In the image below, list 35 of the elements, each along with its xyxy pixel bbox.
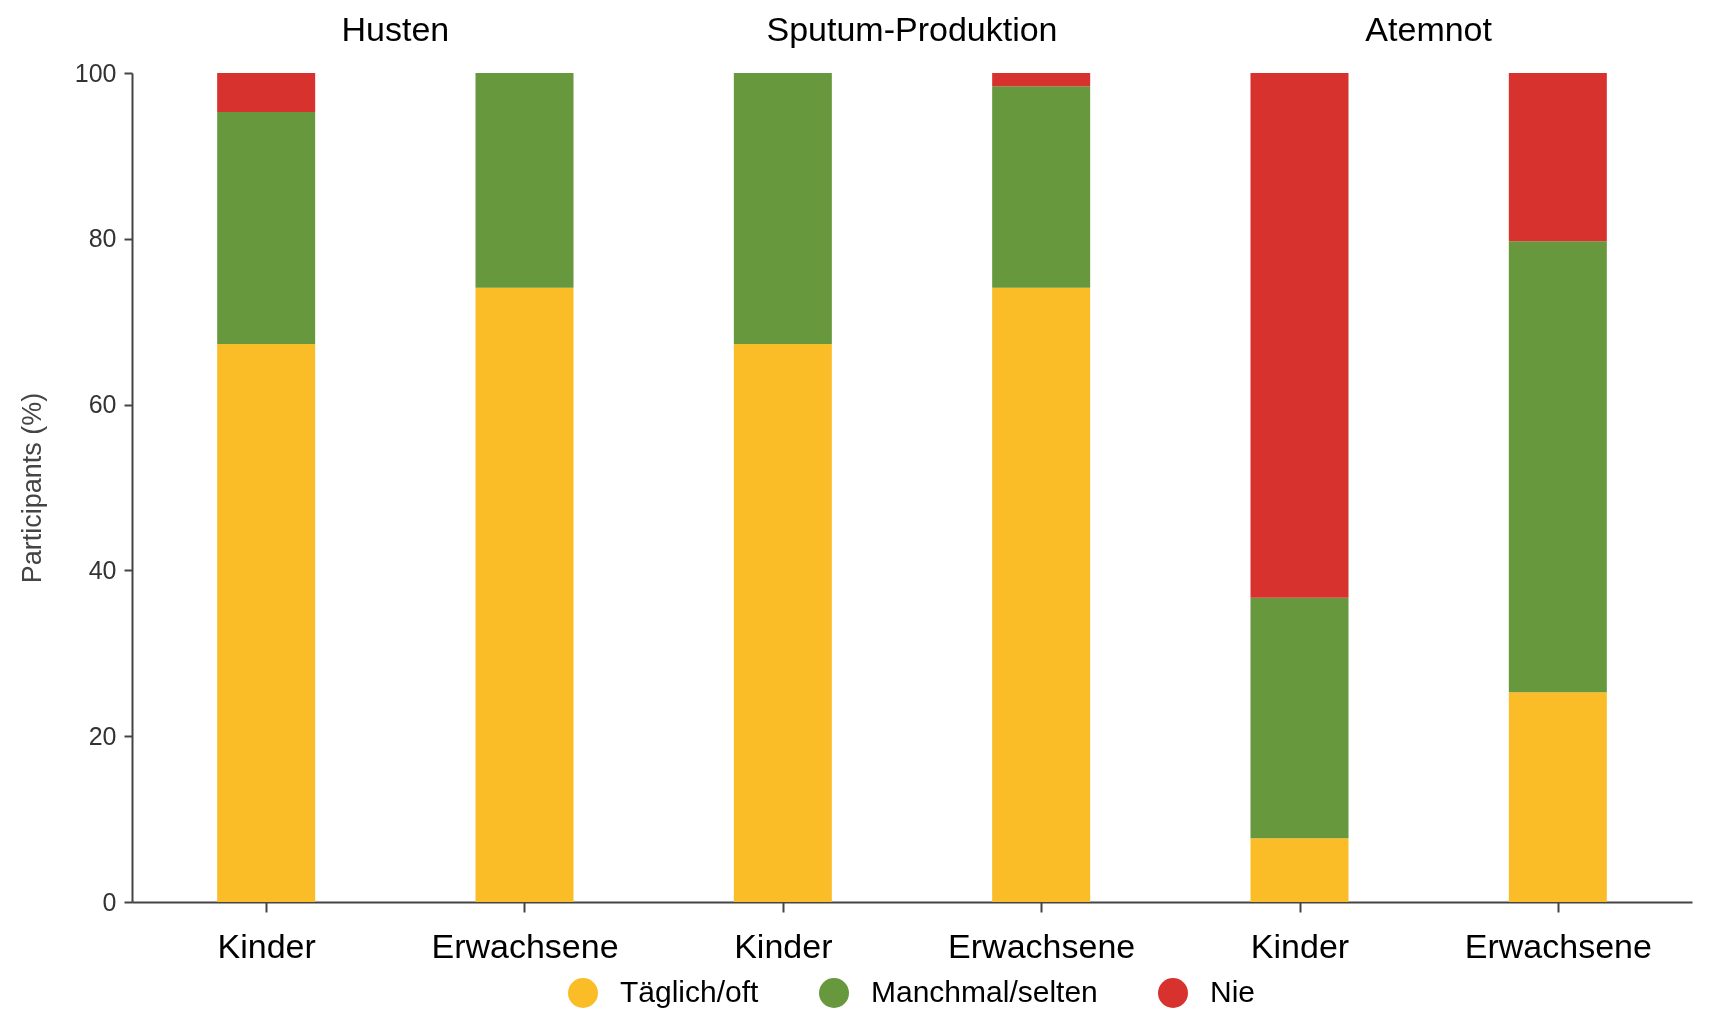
bar	[1508, 692, 1607, 902]
bar	[217, 73, 316, 112]
bar	[217, 344, 316, 902]
bar	[217, 111, 316, 345]
x-tick-label: Kinder	[734, 926, 833, 965]
y-tick-label: 100	[74, 58, 117, 87]
bar	[1250, 73, 1349, 598]
text: Husten	[341, 10, 450, 48]
y-tick-label: 20	[88, 721, 117, 750]
y-tick-label: 40	[88, 555, 117, 584]
bar	[475, 287, 574, 902]
legend-label: Nie	[1210, 975, 1256, 1008]
text: Atemnot	[1365, 10, 1493, 48]
bar	[1250, 838, 1349, 902]
y-tick-label: 60	[88, 390, 117, 419]
y-tick-label: 80	[88, 224, 117, 253]
bar	[733, 73, 832, 345]
bar	[992, 287, 1091, 902]
legend-label: Täglich/oft	[620, 975, 760, 1008]
bar	[733, 344, 832, 902]
x-tick-label: Kinder	[217, 926, 316, 965]
bar	[475, 73, 574, 288]
legend-label: Manchmal/selten	[871, 975, 1098, 1008]
bar	[1250, 597, 1349, 839]
y-tick-label: 0	[102, 887, 117, 916]
bar	[1508, 73, 1607, 242]
bar	[992, 73, 1091, 87]
text: Sputum-Produktion	[766, 10, 1058, 48]
x-tick-label: Erwachsene	[948, 926, 1136, 965]
x-tick-label: Erwachsene	[431, 926, 619, 965]
y-axis-title: Participants (%)	[16, 392, 47, 584]
x-tick-label: Erwachsene	[1464, 926, 1652, 965]
bar	[992, 86, 1091, 288]
x-tick-label: Kinder	[1250, 926, 1350, 965]
bar	[1508, 241, 1607, 693]
